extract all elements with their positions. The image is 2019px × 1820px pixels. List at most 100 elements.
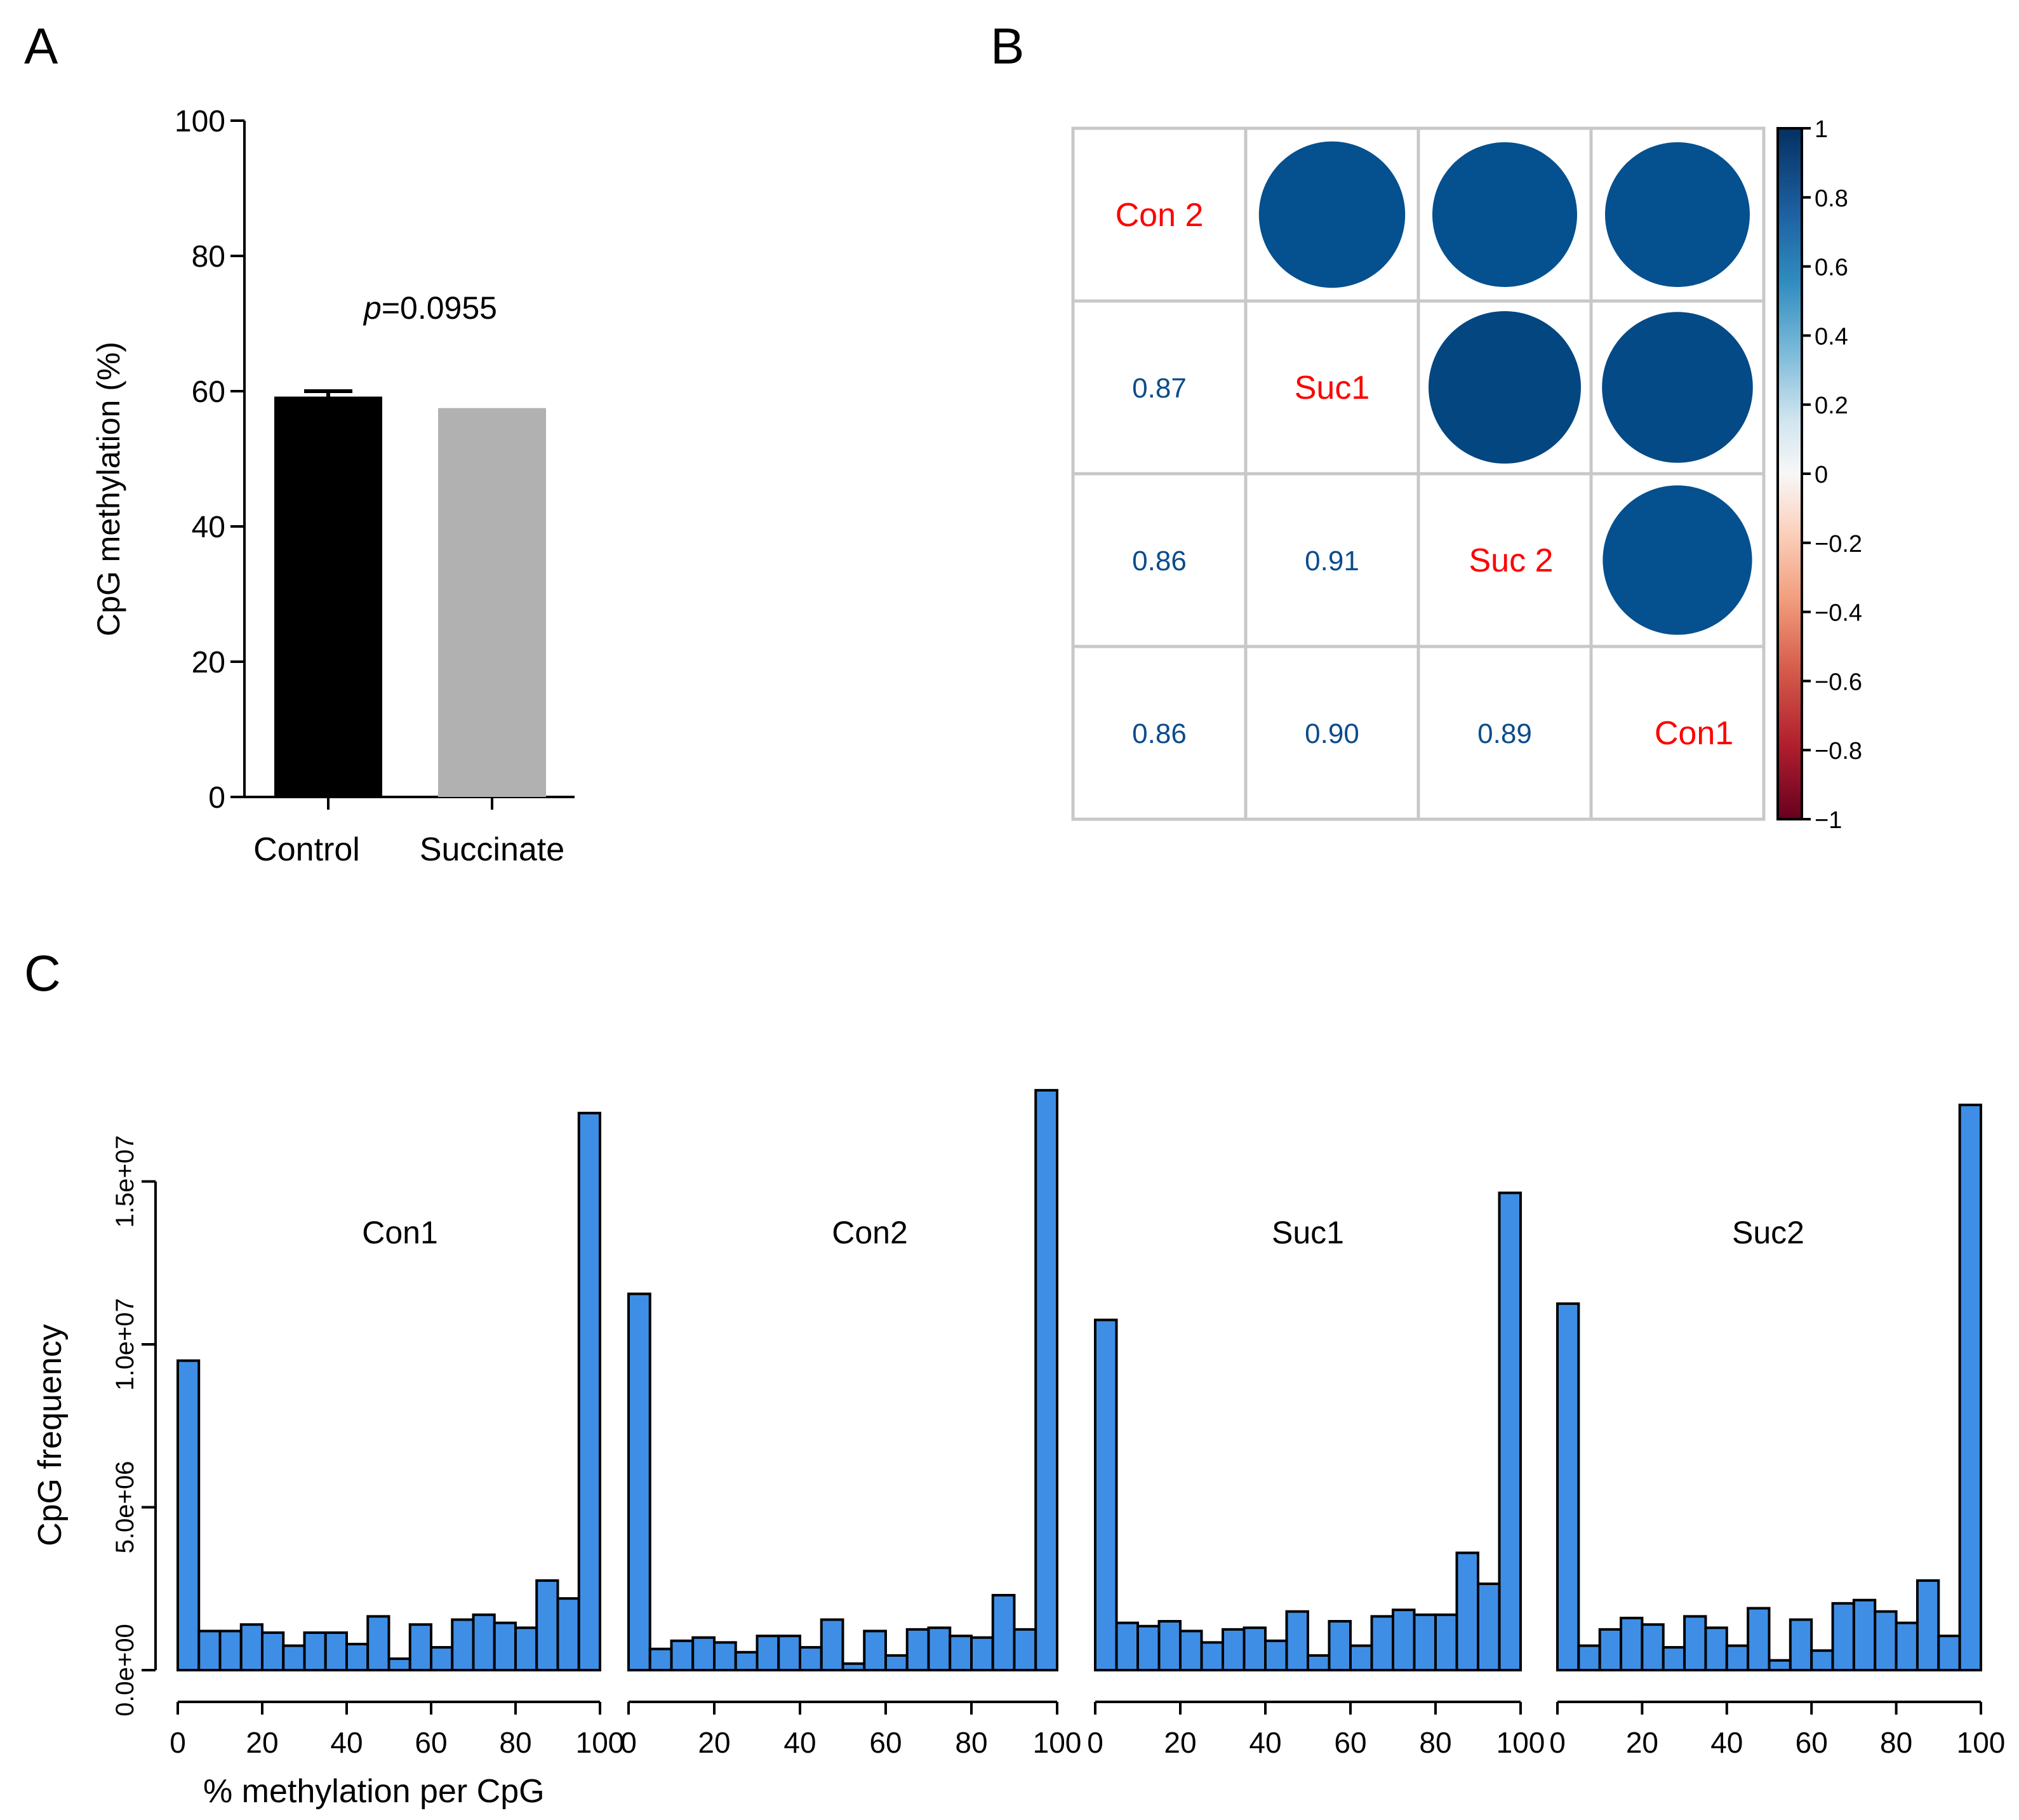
panel-c-xtick-label: 40 <box>1249 1726 1281 1759</box>
panel-c-histogram-title: Suc1 <box>1272 1215 1344 1250</box>
panel-b-corr-circle <box>1605 142 1750 287</box>
panel-c-bin <box>905 1628 930 1671</box>
panel-b-diag-label: Suc1 <box>1295 370 1370 406</box>
panel-c-bin <box>1222 1628 1246 1671</box>
panel-c-bin <box>261 1631 285 1671</box>
panel-c-bin <box>1013 1628 1037 1671</box>
panel-b-scale-label: −1 <box>1815 807 1842 834</box>
panel-c-xtick-label: 40 <box>330 1726 363 1759</box>
panel-c-histogram-title: Suc2 <box>1732 1215 1804 1250</box>
panel-c-bin <box>970 1636 994 1671</box>
panel-b-corr-circle <box>1429 311 1581 464</box>
panel-c-xtick-label: 0 <box>1087 1726 1103 1759</box>
panel-c-bin <box>841 1662 866 1671</box>
panel-c-xtick-label: 0 <box>170 1726 186 1759</box>
panel-b-scale-label: −0.2 <box>1815 531 1862 558</box>
panel-c-bin <box>1136 1624 1161 1672</box>
panel-c-bin <box>1477 1582 1501 1671</box>
panel-c-bin <box>1264 1639 1288 1672</box>
panel-c-bin <box>1243 1626 1267 1672</box>
panel-c-xtick-label: 0 <box>1549 1726 1566 1759</box>
panel-c-bin <box>556 1597 580 1671</box>
panel-c-bin <box>1598 1628 1623 1671</box>
panel-b-scale-label: 0 <box>1815 462 1828 488</box>
panel-c-histograms: CpG frequency % methylation per CpG 0.0e… <box>32 1088 2006 1810</box>
panel-c-bin <box>1662 1646 1686 1672</box>
panel-c-bin <box>884 1654 909 1672</box>
panel-c-bin <box>734 1650 759 1671</box>
panel-c-bin <box>756 1635 780 1672</box>
panel-c-xtick-label: 60 <box>869 1726 902 1759</box>
panel-c-bin <box>514 1626 538 1672</box>
panel-c-bin <box>713 1641 737 1672</box>
panel-c-bin <box>1895 1621 1919 1671</box>
panel-b-coef-text: 0.89 <box>1477 718 1532 749</box>
panel-c-bin <box>670 1639 695 1672</box>
panel-c-bin <box>799 1646 823 1672</box>
panel-b-coef-text: 0.87 <box>1132 373 1187 404</box>
panel-b-coef-text: 0.86 <box>1132 545 1187 577</box>
panel-c-bin <box>1620 1616 1644 1671</box>
panel-c-bin <box>366 1615 390 1671</box>
panel-c-bin <box>1498 1191 1522 1671</box>
panel-c-bin <box>493 1621 517 1671</box>
panel-c-xtick-label: 100 <box>1957 1726 2006 1759</box>
panel-c-bin <box>691 1636 716 1671</box>
panel-c-histogram-con1: Con1 0 20 40 60 80 100 <box>170 1111 624 1759</box>
panel-c-bin <box>408 1623 432 1671</box>
panel-c-xtick-label: 80 <box>955 1726 987 1759</box>
panel-a-annotation: p=0.0955 <box>363 290 497 326</box>
panel-c-xtick-label: 20 <box>698 1726 730 1759</box>
panel-c-bin <box>1157 1620 1182 1672</box>
panel-c-bin <box>303 1631 327 1671</box>
panel-c-bin <box>1958 1103 1982 1671</box>
panel-c-bin <box>1810 1649 1834 1671</box>
panel-c-bin <box>430 1646 454 1672</box>
panel-c-bin <box>239 1623 263 1671</box>
panel-c-bin <box>1370 1615 1394 1671</box>
panel-c-bin <box>1094 1318 1118 1671</box>
panel-b-corr-circle <box>1603 485 1752 635</box>
panel-c-ytick-label: 1.5e+07 <box>111 1135 139 1228</box>
panel-c-bin <box>1916 1579 1940 1672</box>
panel-c-bin <box>627 1292 651 1671</box>
panel-c-bin <box>1455 1551 1479 1672</box>
panel-c-bin <box>1200 1641 1224 1672</box>
panel-c-xtick-label: 20 <box>1626 1726 1658 1759</box>
panel-b-scale-label: 0.6 <box>1815 255 1848 281</box>
panel-c-bin <box>324 1631 348 1671</box>
panel-c-xtick-label: 100 <box>1033 1726 1082 1759</box>
panel-c-xtick-label: 40 <box>783 1726 816 1759</box>
panel-a-ytick-label: 0 <box>208 781 225 815</box>
panel-a-bar-control <box>274 396 382 797</box>
panel-c-bin <box>1874 1610 1898 1671</box>
panel-c-bin <box>1328 1620 1352 1672</box>
panel-c-bin <box>535 1579 559 1672</box>
panel-a-ylabel: CpG methylation (%) <box>91 342 126 636</box>
panel-c-bin <box>282 1644 306 1671</box>
panel-c-bin <box>345 1642 370 1671</box>
panel-c-bin <box>1937 1635 1961 1672</box>
panel-a-ytick-label: 40 <box>192 511 225 544</box>
panel-label-a: A <box>24 18 58 74</box>
panel-c-bin <box>777 1635 801 1672</box>
panel-c-xtick-label: 80 <box>1880 1726 1912 1759</box>
panel-c-bin <box>451 1618 475 1672</box>
panel-c-bin <box>1831 1602 1855 1671</box>
panel-a-annotation-value: =0.0955 <box>382 290 497 326</box>
panel-c-xtick-label: 20 <box>1164 1726 1196 1759</box>
panel-c-bin <box>197 1629 222 1671</box>
panel-c-bin <box>1641 1623 1665 1671</box>
panel-b-scale-label: 0.4 <box>1815 323 1848 350</box>
panel-b-coef-text: 0.90 <box>1305 718 1359 749</box>
panel-b-scale-label: 1 <box>1815 116 1828 143</box>
panel-b-coef-text: 0.86 <box>1132 718 1187 749</box>
panel-c-bin <box>1852 1598 1877 1672</box>
panel-c-bin <box>1413 1613 1437 1672</box>
panel-c-ytick-label: 0.0e+00 <box>111 1624 139 1716</box>
panel-a-ytick-label: 60 <box>192 375 225 409</box>
panel-b-diag-label: Con1 <box>1655 715 1733 752</box>
panel-c-bin <box>577 1111 601 1671</box>
panel-c-bin <box>820 1618 844 1672</box>
panel-c-ytick-label: 1.0e+07 <box>111 1298 139 1391</box>
